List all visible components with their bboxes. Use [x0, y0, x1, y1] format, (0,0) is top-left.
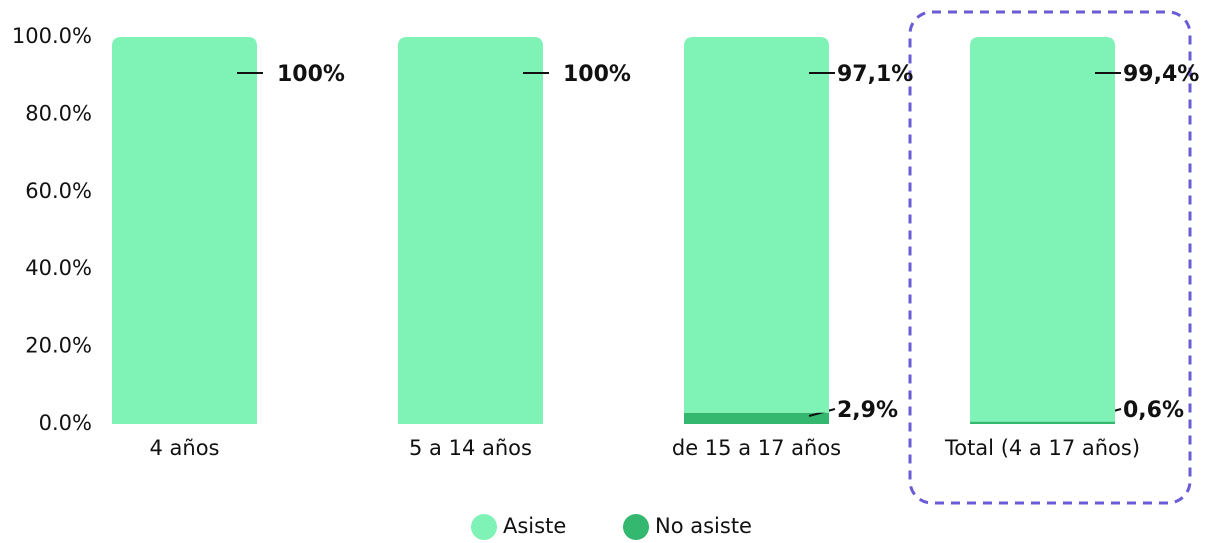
- bar-segment: [112, 37, 257, 424]
- value-label: 97,1%: [837, 62, 913, 87]
- x-tick-label: de 15 a 17 años: [672, 436, 841, 460]
- bar-segment: [398, 37, 543, 424]
- bar-segment: [970, 37, 1115, 422]
- y-tick-label: 0.0%: [39, 411, 92, 435]
- value-label: 0,6%: [1123, 398, 1184, 423]
- bar-segment: [684, 412, 829, 424]
- value-label: 100%: [277, 62, 345, 87]
- legend-swatch: [471, 514, 497, 540]
- y-tick-label: 40.0%: [25, 256, 92, 280]
- bar-segment: [970, 421, 1115, 424]
- y-tick-label: 80.0%: [25, 101, 92, 125]
- y-tick-label: 100.0%: [12, 24, 92, 48]
- legend-label: Asiste: [503, 514, 566, 538]
- value-label: 2,9%: [837, 398, 898, 423]
- x-tick-label: Total (4 a 17 años): [944, 436, 1140, 460]
- value-label: 100%: [563, 62, 631, 87]
- legend-label: No asiste: [655, 514, 752, 538]
- legend-swatch: [623, 514, 649, 540]
- x-tick-label: 4 años: [149, 436, 219, 460]
- x-tick-label: 5 a 14 años: [409, 436, 532, 460]
- y-tick-label: 60.0%: [25, 179, 92, 203]
- bar-segment: [684, 37, 829, 413]
- highlight-box: [908, 10, 1192, 505]
- value-label: 99,4%: [1123, 62, 1199, 87]
- y-tick-label: 20.0%: [25, 334, 92, 358]
